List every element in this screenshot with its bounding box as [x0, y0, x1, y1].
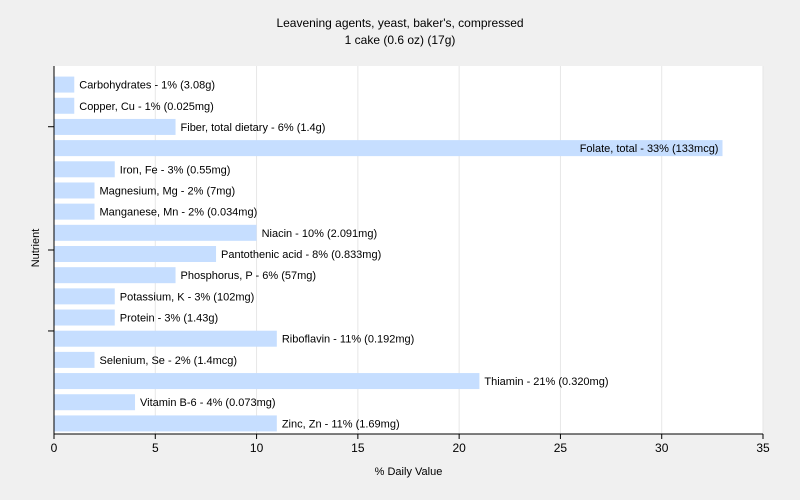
bar	[54, 373, 480, 390]
bar	[54, 309, 115, 326]
data-label: Iron, Fe - 3% (0.55mg)	[120, 164, 231, 176]
bar	[54, 76, 75, 93]
x-tick-label: 25	[554, 441, 568, 455]
data-label: Magnesium, Mg - 2% (7mg)	[100, 185, 236, 197]
data-label: Fiber, total dietary - 6% (1.4g)	[181, 122, 326, 134]
bar	[54, 118, 176, 135]
data-label: Protein - 3% (1.43g)	[120, 313, 218, 325]
bar	[54, 97, 75, 114]
chart-title: Leavening agents, yeast, baker's, compre…	[276, 16, 524, 30]
x-tick-label: 35	[756, 441, 770, 455]
data-label: Manganese, Mn - 2% (0.034mg)	[100, 207, 258, 219]
bar	[54, 224, 257, 241]
bar	[54, 161, 115, 178]
data-label: Zinc, Zn - 11% (1.69mg)	[282, 418, 400, 430]
data-label: Niacin - 10% (2.091mg)	[262, 228, 378, 240]
bar	[54, 203, 95, 220]
data-label: Riboflavin - 11% (0.192mg)	[282, 334, 414, 346]
bar	[54, 246, 217, 262]
data-label: Selenium, Se - 2% (1.4mcg)	[100, 355, 238, 367]
x-tick-label: 5	[152, 441, 159, 455]
data-label: Thiamin - 21% (0.320mg)	[484, 376, 608, 388]
data-label: Potassium, K - 3% (102mg)	[120, 291, 255, 303]
x-tick-label: 15	[351, 441, 365, 455]
chart-subtitle: 1 cake (0.6 oz) (17g)	[344, 33, 456, 47]
bar	[54, 330, 277, 347]
bar	[54, 351, 95, 368]
bar	[54, 394, 136, 411]
bar	[54, 415, 277, 432]
bar	[54, 267, 176, 284]
x-tick-label: 10	[250, 441, 264, 455]
x-tick-label: 30	[655, 441, 669, 455]
data-label: Folate, total - 33% (133mcg)	[580, 143, 719, 155]
data-label: Vitamin B-6 - 4% (0.073mg)	[140, 397, 276, 409]
data-label: Copper, Cu - 1% (0.025mg)	[79, 101, 214, 113]
data-label: Phosphorus, P - 6% (57mg)	[181, 270, 317, 282]
bar	[54, 288, 115, 305]
y-axis-label: Nutrient	[30, 228, 42, 268]
bar	[54, 182, 95, 199]
data-label: Pantothenic acid - 8% (0.833mg)	[221, 249, 381, 261]
x-tick-label: 20	[452, 441, 466, 455]
data-label: Carbohydrates - 1% (3.08g)	[79, 80, 215, 92]
bar	[54, 140, 723, 157]
x-tick-label: 0	[51, 441, 58, 455]
x-axis-label: % Daily Value	[374, 466, 443, 478]
